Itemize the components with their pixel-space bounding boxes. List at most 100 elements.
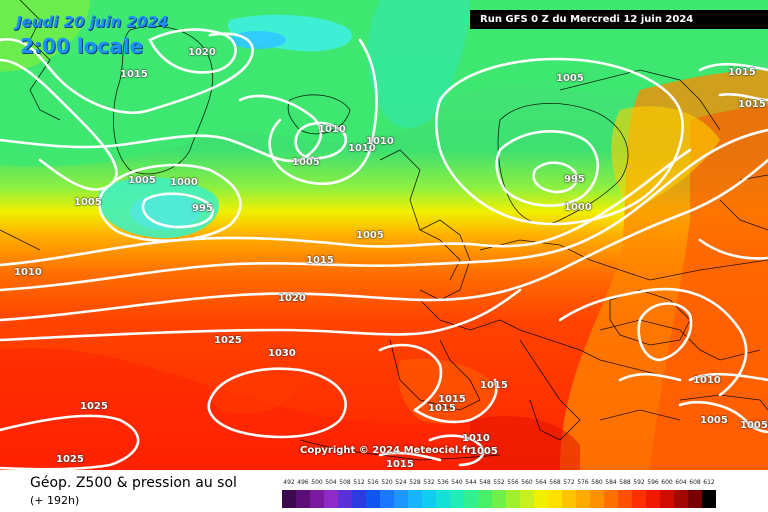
legend-value: 592 [633, 479, 645, 486]
isobar-label: 1000 [564, 202, 592, 213]
legend-value: 512 [353, 479, 365, 486]
isobar-label: 1010 [462, 433, 490, 444]
legend-value: 544 [465, 479, 477, 486]
isobar-label: 995 [192, 203, 213, 214]
map-canvas [0, 0, 768, 470]
isobar-label: 1025 [56, 454, 84, 465]
legend-value: 552 [493, 479, 505, 486]
legend-value: 596 [647, 479, 659, 486]
legend-value: 508 [339, 479, 351, 486]
legend-swatch [506, 490, 520, 508]
legend-swatch [674, 490, 688, 508]
isobar-label: 1005 [128, 175, 156, 186]
legend-swatch [338, 490, 352, 508]
isobar-label: 1015 [386, 459, 414, 470]
isobar-label: 1010 [348, 143, 376, 154]
legend-swatch [688, 490, 702, 508]
isobar-label: 1025 [214, 335, 242, 346]
legend-value: 564 [535, 479, 547, 486]
isobar-label: 1005 [292, 157, 320, 168]
legend-swatch [632, 490, 646, 508]
legend-value: 536 [437, 479, 449, 486]
legend-swatch [464, 490, 478, 508]
legend-swatch [646, 490, 660, 508]
legend-value: 612 [703, 479, 715, 486]
legend-swatch [492, 490, 506, 508]
isobar-label: 1010 [14, 267, 42, 278]
legend-value: 584 [605, 479, 617, 486]
legend-swatch [478, 490, 492, 508]
model-run-banner: Run GFS 0 Z du Mercredi 12 juin 2024 [470, 10, 768, 29]
legend-swatch [408, 490, 422, 508]
legend-value: 600 [661, 479, 673, 486]
map-title: Géop. Z500 & pression au sol [30, 475, 237, 491]
legend-value: 604 [675, 479, 687, 486]
legend-swatch [576, 490, 590, 508]
legend-value: 520 [381, 479, 393, 486]
isobar-label: 1005 [700, 415, 728, 426]
forecast-date: Jeudi 20 juin 2024 [16, 13, 169, 31]
legend-swatch [618, 490, 632, 508]
legend-swatch [548, 490, 562, 508]
legend-value: 492 [283, 479, 295, 486]
isobar-label: 1010 [693, 375, 721, 386]
legend-swatch [702, 490, 716, 508]
legend-labels: 492 496 500 504 508 512 516 520 524 528 532 536 540 5… [282, 478, 758, 488]
legend-swatch [562, 490, 576, 508]
isobar-label: 1025 [80, 401, 108, 412]
isobar-label: 1010 [318, 124, 346, 135]
legend-swatch [604, 490, 618, 508]
isobar-label: 1015 [306, 255, 334, 266]
legend-swatch [352, 490, 366, 508]
legend-value: 608 [689, 479, 701, 486]
legend-swatch [394, 490, 408, 508]
legend-swatch [310, 490, 324, 508]
legend-swatches [282, 490, 758, 508]
isobar-label: 1005 [470, 446, 498, 457]
legend-swatch [366, 490, 380, 508]
isobars [0, 28, 768, 470]
isobar-label: 1005 [74, 197, 102, 208]
legend-swatch [296, 490, 310, 508]
legend-swatch [380, 490, 394, 508]
color-legend: 492 496 500 504 508 512 516 520 524 528 532 536 540 5… [282, 478, 758, 508]
isobar-label: 1015 [428, 403, 456, 414]
isobar-label: 1015 [738, 99, 766, 110]
isobar-label: 995 [564, 174, 585, 185]
legend-swatch [324, 490, 338, 508]
copyright-notice: Copyright © 2024 Meteociel.fr [300, 445, 472, 456]
forecast-lead-time: (+ 192h) [30, 494, 80, 507]
legend-swatch [520, 490, 534, 508]
isobar-label: 1020 [188, 47, 216, 58]
isobar-label: 1015 [728, 67, 756, 78]
legend-swatch [282, 490, 296, 508]
isobar-label: 1015 [438, 394, 466, 405]
isobar-label: 1015 [120, 69, 148, 80]
legend-value: 568 [549, 479, 561, 486]
legend-value: 516 [367, 479, 379, 486]
legend-swatch [534, 490, 548, 508]
legend-value: 532 [423, 479, 435, 486]
legend-value: 556 [507, 479, 519, 486]
legend-value: 500 [311, 479, 323, 486]
isobar-label: 1005 [356, 230, 384, 241]
legend-swatch [436, 490, 450, 508]
legend-value: 580 [591, 479, 603, 486]
isobar-label: 1000 [170, 177, 198, 188]
forecast-time: 2:00 locale [20, 34, 144, 58]
legend-swatch [450, 490, 464, 508]
legend-value: 572 [563, 479, 575, 486]
isobar-label: 1005 [740, 420, 768, 431]
legend-value: 528 [409, 479, 421, 486]
footer-bar: Géop. Z500 & pression au sol (+ 192h) 49… [0, 470, 768, 512]
legend-value: 576 [577, 479, 589, 486]
legend-value: 588 [619, 479, 631, 486]
legend-value: 560 [521, 479, 533, 486]
isobar-label: 1005 [556, 73, 584, 84]
isobar-label: 1010 [366, 136, 394, 147]
legend-value: 548 [479, 479, 491, 486]
legend-value: 540 [451, 479, 463, 486]
weather-map: 1020 1015 1005 1000 995 1005 1010 1010 1… [0, 0, 768, 470]
legend-value: 496 [297, 479, 309, 486]
legend-swatch [590, 490, 604, 508]
